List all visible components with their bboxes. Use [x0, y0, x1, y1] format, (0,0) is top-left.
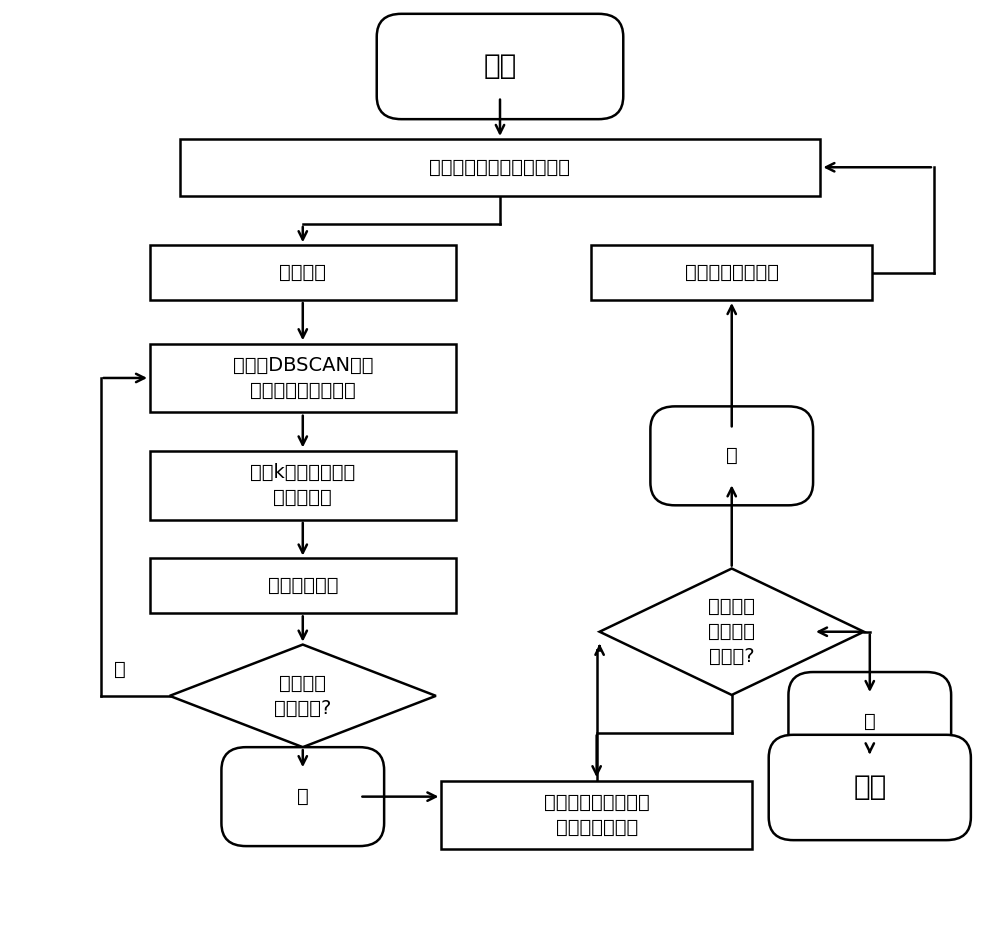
- Text: 获取共享单车历史位置数据: 获取共享单车历史位置数据: [430, 158, 570, 177]
- Text: 是: 是: [864, 712, 876, 731]
- FancyBboxPatch shape: [650, 406, 813, 505]
- FancyBboxPatch shape: [221, 747, 384, 846]
- Text: 开始: 开始: [483, 52, 517, 81]
- FancyBboxPatch shape: [788, 672, 951, 771]
- Text: 提高数据获取频率: 提高数据获取频率: [685, 263, 779, 282]
- Bar: [591, 246, 872, 300]
- Text: 否: 否: [726, 446, 738, 465]
- Text: 结束: 结束: [853, 774, 886, 802]
- Bar: [441, 780, 752, 849]
- Text: 提出最优共享单车停
车区位置及容量: 提出最优共享单车停 车区位置及容量: [544, 793, 650, 837]
- Bar: [150, 343, 456, 412]
- Text: 坐标转换: 坐标转换: [279, 263, 326, 282]
- Text: 否: 否: [114, 660, 126, 680]
- Text: 采用k均值聚类算法
划分过大类: 采用k均值聚类算法 划分过大类: [250, 463, 355, 507]
- Bar: [150, 558, 456, 614]
- Polygon shape: [170, 644, 436, 747]
- FancyBboxPatch shape: [769, 735, 971, 840]
- Text: 评价指标计算: 评价指标计算: [268, 577, 338, 595]
- Text: 停车区布
设效果是
否稳定?: 停车区布 设效果是 否稳定?: [708, 597, 755, 666]
- Bar: [150, 451, 456, 520]
- Text: 初始化DBSCAN算法
聚类参数并初步聚类: 初始化DBSCAN算法 聚类参数并初步聚类: [233, 356, 373, 400]
- Text: 是: 是: [297, 787, 309, 806]
- Bar: [180, 139, 820, 195]
- Text: 聚类参数
遍历完否?: 聚类参数 遍历完否?: [274, 674, 331, 718]
- FancyBboxPatch shape: [377, 14, 623, 119]
- Polygon shape: [600, 568, 864, 695]
- Bar: [150, 246, 456, 300]
